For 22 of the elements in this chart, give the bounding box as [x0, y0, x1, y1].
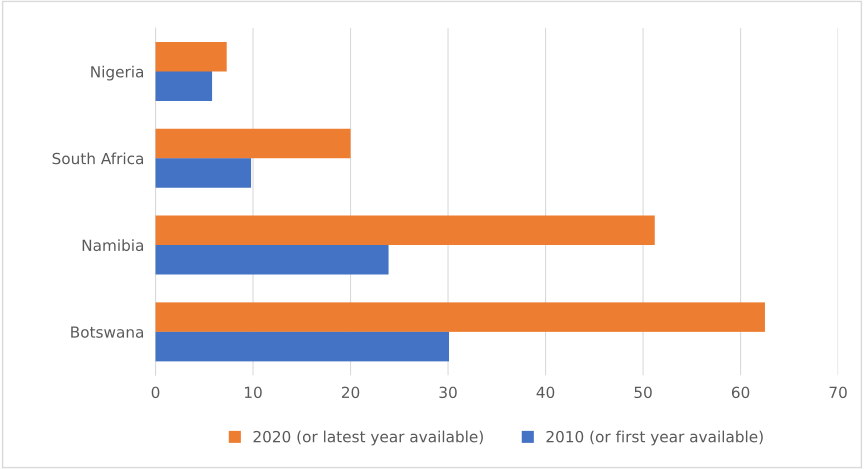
y-tick-label: South Africa: [52, 152, 144, 164]
bar: [156, 216, 655, 246]
x-tick-label: 50: [634, 386, 652, 398]
legend-label: 2010 (or first year available): [546, 430, 763, 446]
x-tick-label: 20: [342, 386, 360, 398]
bar: [156, 302, 765, 332]
bar: [156, 158, 252, 188]
x-tick-label: 30: [439, 386, 457, 398]
x-tick-label: 0: [152, 386, 160, 398]
legend-label: 2020 (or latest year available): [254, 430, 483, 446]
x-tick-label: 70: [830, 386, 847, 398]
y-tick-label: Botswana: [71, 326, 144, 338]
x-tick-label: 60: [732, 386, 750, 398]
bar: [156, 72, 212, 102]
y-tick-label: Namibia: [82, 239, 144, 252]
x-tick-label: 40: [536, 386, 554, 398]
y-tick-label: Nigeria: [91, 66, 144, 81]
bar: [156, 42, 227, 72]
bar: [156, 128, 351, 158]
x-tick-label: 10: [244, 386, 262, 398]
bar: [156, 245, 389, 275]
bar: [156, 332, 450, 362]
